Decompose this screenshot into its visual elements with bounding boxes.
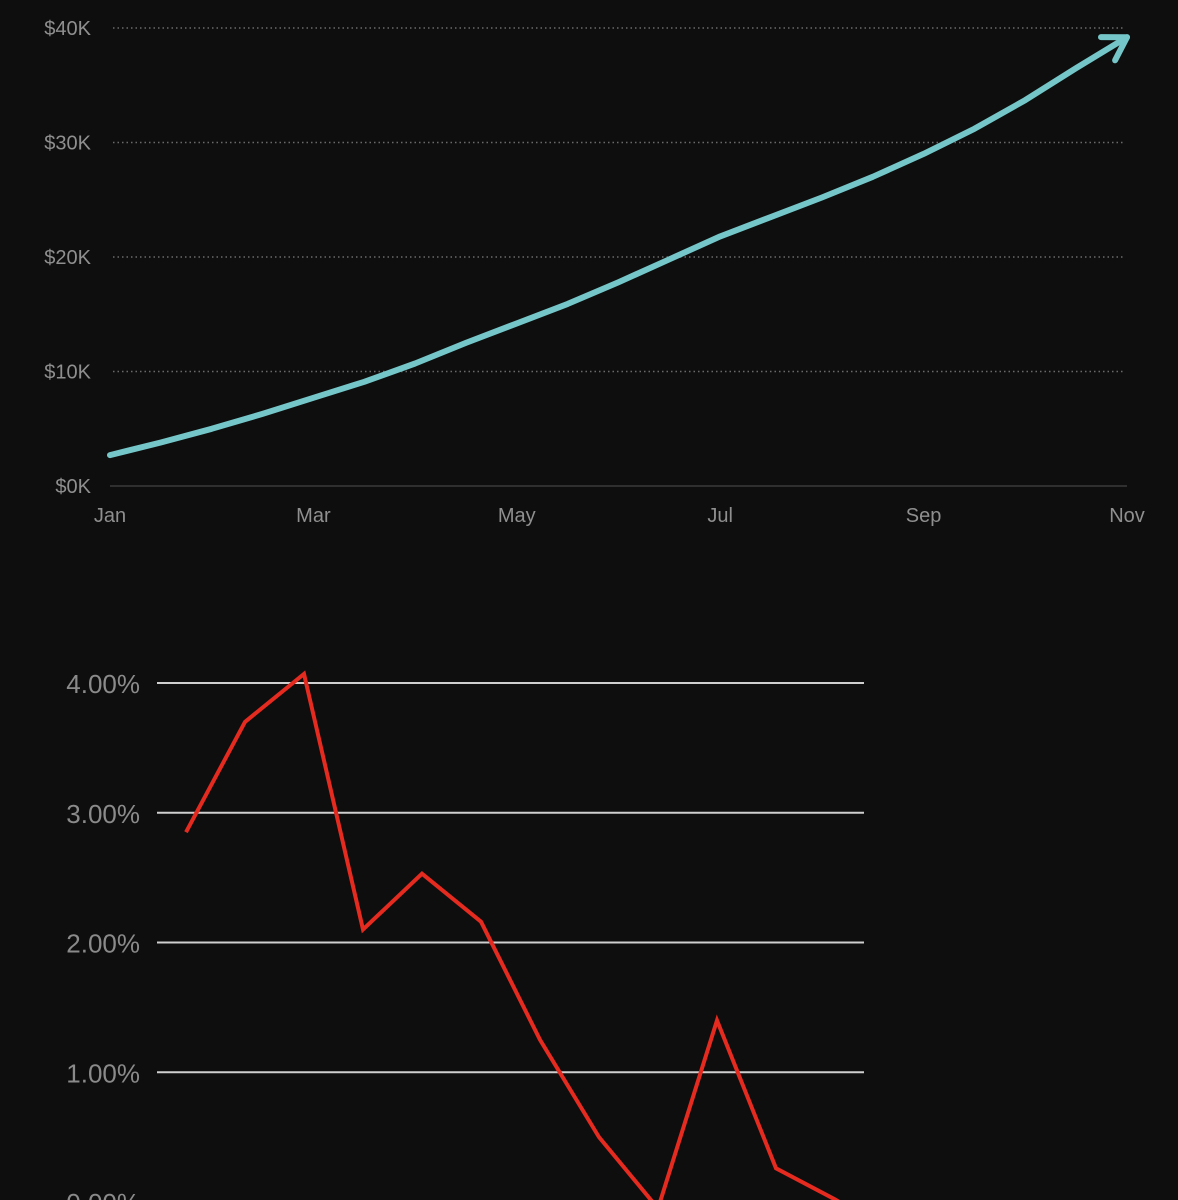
growth-chart-line <box>107 34 1130 459</box>
growth-chart-gridlines <box>110 27 1127 487</box>
growth-chart-x-tick-label: Jul <box>707 505 733 527</box>
growth-chart-x-tick-labels: Jan Mar May Jul Sep Nov <box>94 505 1145 527</box>
rate-chart-y-tick-label: 1.00% <box>66 1058 140 1088</box>
growth-chart-y-tick-label: $10K <box>44 362 91 384</box>
growth-chart-x-tick-label: Sep <box>906 505 942 527</box>
rate-chart: 0.00% 1.00% 2.00% 3.00% 4.00% <box>66 669 864 1200</box>
growth-chart-series <box>107 34 1130 459</box>
growth-chart-y-tick-labels: $0K $10K $20K $30K $40K <box>44 18 91 498</box>
rate-chart-y-tick-label: 4.00% <box>66 669 140 699</box>
growth-chart: $0K $10K $20K $30K $40K Jan Mar May Jul Sep Nov <box>44 18 1145 527</box>
growth-chart-y-tick-label: $30K <box>44 133 91 155</box>
rate-chart-gridlines <box>157 682 864 1074</box>
growth-chart-x-tick-label: May <box>498 505 536 527</box>
growth-chart-x-tick-label: Jan <box>94 505 126 527</box>
growth-chart-y-tick-label: $40K <box>44 18 91 40</box>
growth-chart-x-tick-label: Nov <box>1109 505 1145 527</box>
rate-chart-line <box>184 670 840 1200</box>
growth-chart-x-tick-label: Mar <box>296 505 331 527</box>
rate-chart-y-tick-label: 3.00% <box>66 799 140 829</box>
rate-chart-y-tick-label: 2.00% <box>66 929 140 959</box>
rate-chart-y-tick-label: 0.00% <box>66 1188 140 1200</box>
growth-chart-y-tick-label: $20K <box>44 247 91 269</box>
rate-chart-series <box>184 670 840 1200</box>
rate-chart-y-tick-labels: 0.00% 1.00% 2.00% 3.00% 4.00% <box>66 669 140 1200</box>
growth-chart-y-tick-label: $0K <box>55 476 91 498</box>
growth-chart-end-arrow <box>1098 34 1130 64</box>
